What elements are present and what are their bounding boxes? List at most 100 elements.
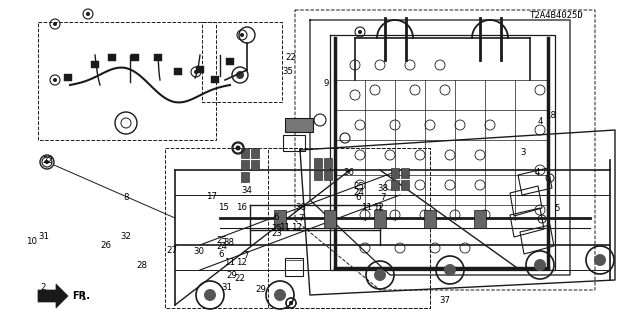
Text: 5: 5 xyxy=(554,204,559,212)
Circle shape xyxy=(86,12,90,16)
Text: 29: 29 xyxy=(256,285,266,294)
Bar xyxy=(391,168,399,178)
Text: 4: 4 xyxy=(535,168,540,177)
Text: 22: 22 xyxy=(285,53,297,62)
Text: 22: 22 xyxy=(234,274,246,283)
Text: 12: 12 xyxy=(236,258,248,267)
Circle shape xyxy=(194,70,198,74)
Text: 30: 30 xyxy=(193,247,204,256)
Bar xyxy=(91,61,99,68)
Text: 25: 25 xyxy=(353,182,364,191)
Circle shape xyxy=(534,259,546,271)
Text: 37: 37 xyxy=(439,296,451,305)
Bar xyxy=(424,210,436,228)
Circle shape xyxy=(374,269,386,281)
Text: 1: 1 xyxy=(81,293,86,302)
Text: 2: 2 xyxy=(41,284,46,292)
Text: 6: 6 xyxy=(356,193,361,202)
Bar xyxy=(174,68,182,75)
Circle shape xyxy=(274,289,286,301)
Text: 29: 29 xyxy=(227,271,237,280)
Polygon shape xyxy=(38,284,68,308)
Text: 17: 17 xyxy=(205,192,217,201)
Text: 38: 38 xyxy=(223,238,235,247)
Circle shape xyxy=(45,160,49,164)
Text: 23: 23 xyxy=(271,229,282,238)
Circle shape xyxy=(236,146,240,150)
Circle shape xyxy=(204,289,216,301)
Bar xyxy=(38,22,216,140)
Text: 31: 31 xyxy=(38,232,49,241)
Text: 24: 24 xyxy=(216,242,227,251)
Bar xyxy=(324,210,336,228)
Bar xyxy=(64,74,72,81)
Text: 7: 7 xyxy=(298,214,303,223)
Bar xyxy=(251,148,259,158)
Bar xyxy=(202,22,282,102)
Text: 24: 24 xyxy=(353,188,364,196)
Text: 25: 25 xyxy=(271,224,282,233)
Circle shape xyxy=(236,146,241,150)
Bar xyxy=(314,170,322,180)
Bar xyxy=(196,66,204,73)
Bar xyxy=(285,258,303,276)
Text: 12: 12 xyxy=(291,223,303,232)
Text: 7: 7 xyxy=(244,251,249,260)
Circle shape xyxy=(358,30,362,34)
Bar xyxy=(241,148,249,158)
Bar xyxy=(211,76,219,83)
Bar xyxy=(241,160,249,170)
Bar xyxy=(401,180,409,190)
Text: 16: 16 xyxy=(236,203,248,212)
Circle shape xyxy=(289,301,293,305)
Circle shape xyxy=(289,301,293,305)
Text: 15: 15 xyxy=(218,203,230,212)
Bar xyxy=(154,54,162,61)
Bar xyxy=(241,172,249,182)
Text: 22: 22 xyxy=(42,156,53,165)
Text: 6: 6 xyxy=(219,250,224,259)
Bar xyxy=(474,210,486,228)
Text: T2A4B4025D: T2A4B4025D xyxy=(530,11,584,20)
Text: 36: 36 xyxy=(343,168,355,177)
Circle shape xyxy=(53,78,57,82)
Text: 32: 32 xyxy=(120,232,131,241)
Bar xyxy=(283,135,305,151)
Bar xyxy=(226,58,234,65)
Bar xyxy=(374,210,386,228)
Bar xyxy=(274,210,286,228)
Text: 28: 28 xyxy=(136,261,148,270)
Text: 6: 6 xyxy=(274,213,279,222)
Bar xyxy=(401,168,409,178)
Bar xyxy=(324,170,332,180)
Bar xyxy=(314,158,322,168)
Bar xyxy=(285,118,313,132)
Text: 11: 11 xyxy=(360,203,372,212)
Text: 38: 38 xyxy=(377,184,388,193)
Text: 34: 34 xyxy=(241,186,252,195)
Text: 4: 4 xyxy=(538,117,543,126)
Circle shape xyxy=(53,22,57,26)
Text: 11: 11 xyxy=(278,223,290,232)
Text: 7: 7 xyxy=(380,193,385,202)
Bar xyxy=(108,54,116,61)
Text: 11: 11 xyxy=(223,258,235,267)
Text: FR.: FR. xyxy=(72,291,90,301)
Text: 25: 25 xyxy=(216,236,227,244)
Text: 26: 26 xyxy=(100,241,111,250)
Text: 3: 3 xyxy=(521,148,526,156)
Text: 31: 31 xyxy=(221,284,233,292)
Bar xyxy=(324,158,332,168)
Text: 12: 12 xyxy=(373,203,385,212)
Bar xyxy=(131,54,139,61)
Bar xyxy=(391,180,399,190)
Text: 27: 27 xyxy=(166,246,177,255)
Text: 10: 10 xyxy=(26,237,38,246)
Text: 8: 8 xyxy=(124,193,129,202)
Text: 38: 38 xyxy=(295,203,307,212)
Bar xyxy=(251,160,259,170)
Circle shape xyxy=(236,71,244,79)
Circle shape xyxy=(444,264,456,276)
Circle shape xyxy=(594,254,606,266)
Circle shape xyxy=(240,33,244,37)
